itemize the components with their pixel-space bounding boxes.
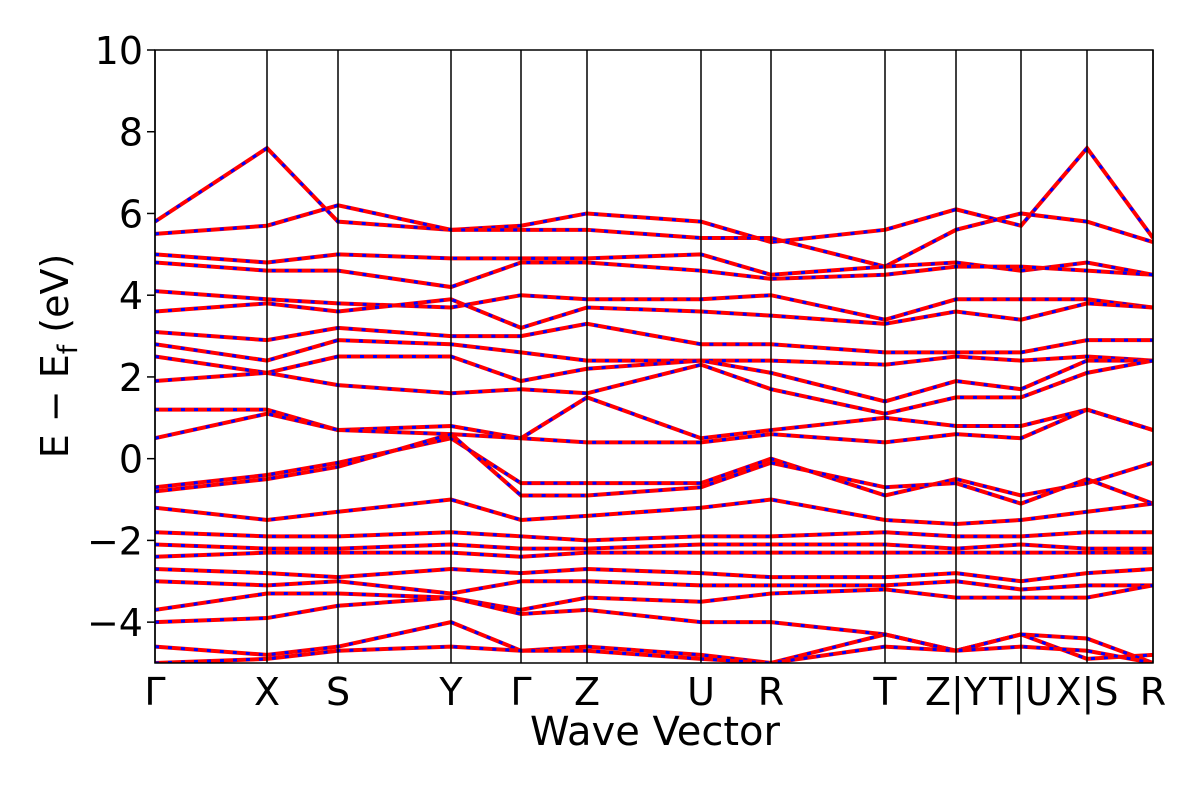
y-axis-label-part: f [53, 343, 84, 354]
x-tick-label: X [254, 670, 280, 714]
x-tick-label: X|S [1056, 670, 1119, 715]
band-line [155, 436, 1153, 498]
band-line-dashed [155, 297, 1153, 330]
x-tick-label: U [687, 670, 715, 714]
y-tick-label: 0 [119, 438, 143, 482]
band-line-dashed [155, 395, 1153, 440]
x-tick-label: Z|Y [925, 670, 988, 715]
x-axis-label: Wave Vector [530, 709, 781, 755]
y-tick-label: 6 [119, 192, 143, 236]
y-tick-label: 8 [119, 111, 143, 155]
y-axis-label: E − Ef (eV) [33, 254, 84, 459]
x-tick-label: S [326, 670, 350, 714]
band-line [155, 289, 1153, 322]
plot-area [155, 144, 1153, 663]
band-line [155, 297, 1153, 331]
band-line [155, 497, 1153, 527]
band-line-dashed [155, 145, 1153, 244]
band-line [155, 395, 1153, 441]
band-line [155, 260, 1153, 290]
x-tick-label: Y [438, 670, 463, 714]
x-tick-label: R [1140, 670, 1166, 714]
x-tick-label: T [872, 670, 897, 714]
y-tick-label: 10 [95, 29, 143, 73]
y-axis-label-part: (eV) [33, 254, 77, 333]
x-tick-label: T|U [988, 670, 1053, 715]
y-tick-label: −2 [87, 519, 143, 563]
y-axis-label-part: E − E [33, 354, 77, 458]
x-tick-label: Z [574, 670, 600, 714]
band-line [155, 144, 1153, 245]
x-tick-label: R [758, 670, 784, 714]
band-line [155, 567, 1153, 584]
y-tick-label: 2 [119, 356, 143, 400]
y-tick-label: 4 [119, 274, 143, 318]
x-tick-label: Γ [144, 670, 165, 714]
band-line-dashed [155, 289, 1153, 322]
y-tick-label: −4 [87, 601, 143, 645]
x-tick-label: Γ [510, 670, 531, 714]
